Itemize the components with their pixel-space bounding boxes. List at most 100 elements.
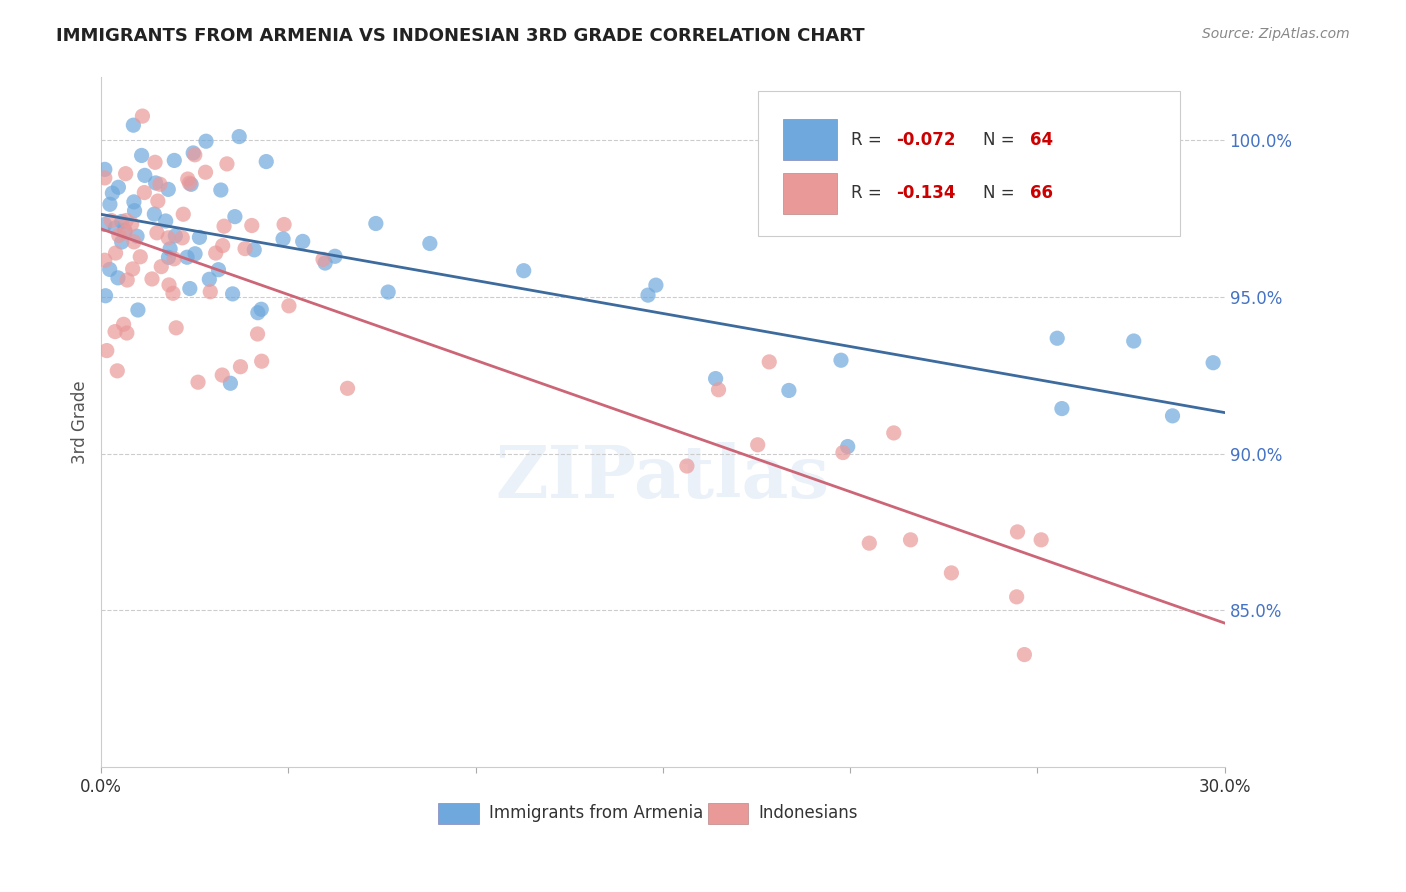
Point — [122, 118, 145, 132]
Point — [146, 226, 169, 240]
Point — [104, 325, 127, 339]
Point — [198, 272, 221, 286]
Point — [273, 218, 295, 232]
Point — [127, 303, 149, 318]
Point — [104, 220, 127, 235]
Point — [512, 263, 534, 277]
Point — [377, 285, 399, 299]
Point — [134, 186, 156, 200]
Point — [941, 566, 963, 580]
Point — [125, 229, 148, 244]
Point — [830, 353, 852, 368]
Point — [246, 306, 269, 320]
Point — [107, 228, 129, 243]
Point — [1046, 331, 1069, 345]
Point — [150, 260, 173, 274]
Point — [204, 246, 226, 260]
Point — [107, 180, 129, 194]
Point — [94, 162, 117, 177]
Point — [111, 235, 134, 249]
Text: -0.072: -0.072 — [897, 130, 956, 148]
Point — [364, 217, 387, 231]
Point — [221, 286, 243, 301]
Point — [121, 261, 143, 276]
Point — [250, 354, 273, 368]
Point — [159, 242, 181, 256]
Point — [121, 217, 143, 231]
Point — [243, 243, 266, 257]
Point — [336, 381, 359, 395]
Point — [215, 157, 238, 171]
Point — [1202, 356, 1225, 370]
Point — [240, 219, 263, 233]
Point — [157, 231, 180, 245]
Point — [184, 148, 207, 162]
Point — [188, 230, 211, 244]
Point — [637, 288, 659, 302]
Point — [98, 197, 121, 211]
Point — [107, 270, 129, 285]
Point — [149, 178, 172, 192]
Point — [146, 194, 169, 208]
Point — [832, 445, 855, 459]
Point — [883, 425, 905, 440]
Point — [100, 213, 122, 227]
Point — [1014, 648, 1036, 662]
Point — [209, 183, 232, 197]
Point — [162, 286, 184, 301]
Point — [155, 214, 177, 228]
Point — [179, 281, 201, 295]
Point — [176, 250, 198, 264]
Point — [134, 169, 156, 183]
Point — [207, 262, 229, 277]
Point — [141, 272, 163, 286]
Point — [187, 375, 209, 389]
Point — [157, 182, 180, 196]
Text: Source: ZipAtlas.com: Source: ZipAtlas.com — [1202, 27, 1350, 41]
Point — [114, 167, 136, 181]
Point — [314, 256, 336, 270]
Point — [312, 252, 335, 267]
Point — [219, 376, 242, 391]
Point — [195, 134, 218, 148]
Point — [177, 172, 200, 186]
Point — [104, 246, 127, 260]
Point — [94, 170, 117, 185]
Point — [96, 343, 118, 358]
Point — [101, 186, 124, 200]
Point — [200, 285, 222, 299]
Point — [1007, 524, 1029, 539]
FancyBboxPatch shape — [439, 803, 478, 823]
Point — [194, 165, 217, 179]
Point — [246, 326, 269, 341]
Text: 64: 64 — [1031, 130, 1053, 148]
Point — [1122, 334, 1144, 348]
Point — [114, 223, 136, 237]
FancyBboxPatch shape — [758, 91, 1180, 236]
Point — [163, 153, 186, 168]
Point — [644, 278, 666, 293]
Text: R =: R = — [851, 185, 887, 202]
Point — [254, 154, 277, 169]
Point — [250, 302, 273, 317]
Point — [131, 109, 153, 123]
Point — [94, 289, 117, 303]
Point — [1031, 533, 1053, 547]
Point — [181, 145, 204, 160]
Point — [211, 368, 233, 382]
Point — [233, 242, 256, 256]
Point — [180, 178, 202, 192]
Point — [163, 252, 186, 266]
Point — [122, 194, 145, 209]
Point — [323, 249, 346, 263]
Point — [900, 533, 922, 547]
Point — [676, 458, 699, 473]
Point — [1050, 401, 1073, 416]
Point — [271, 232, 294, 246]
Text: Indonesians: Indonesians — [758, 805, 858, 822]
Point — [165, 321, 187, 335]
Point — [758, 355, 780, 369]
Point — [184, 247, 207, 261]
Point — [105, 364, 128, 378]
Point — [291, 235, 314, 249]
